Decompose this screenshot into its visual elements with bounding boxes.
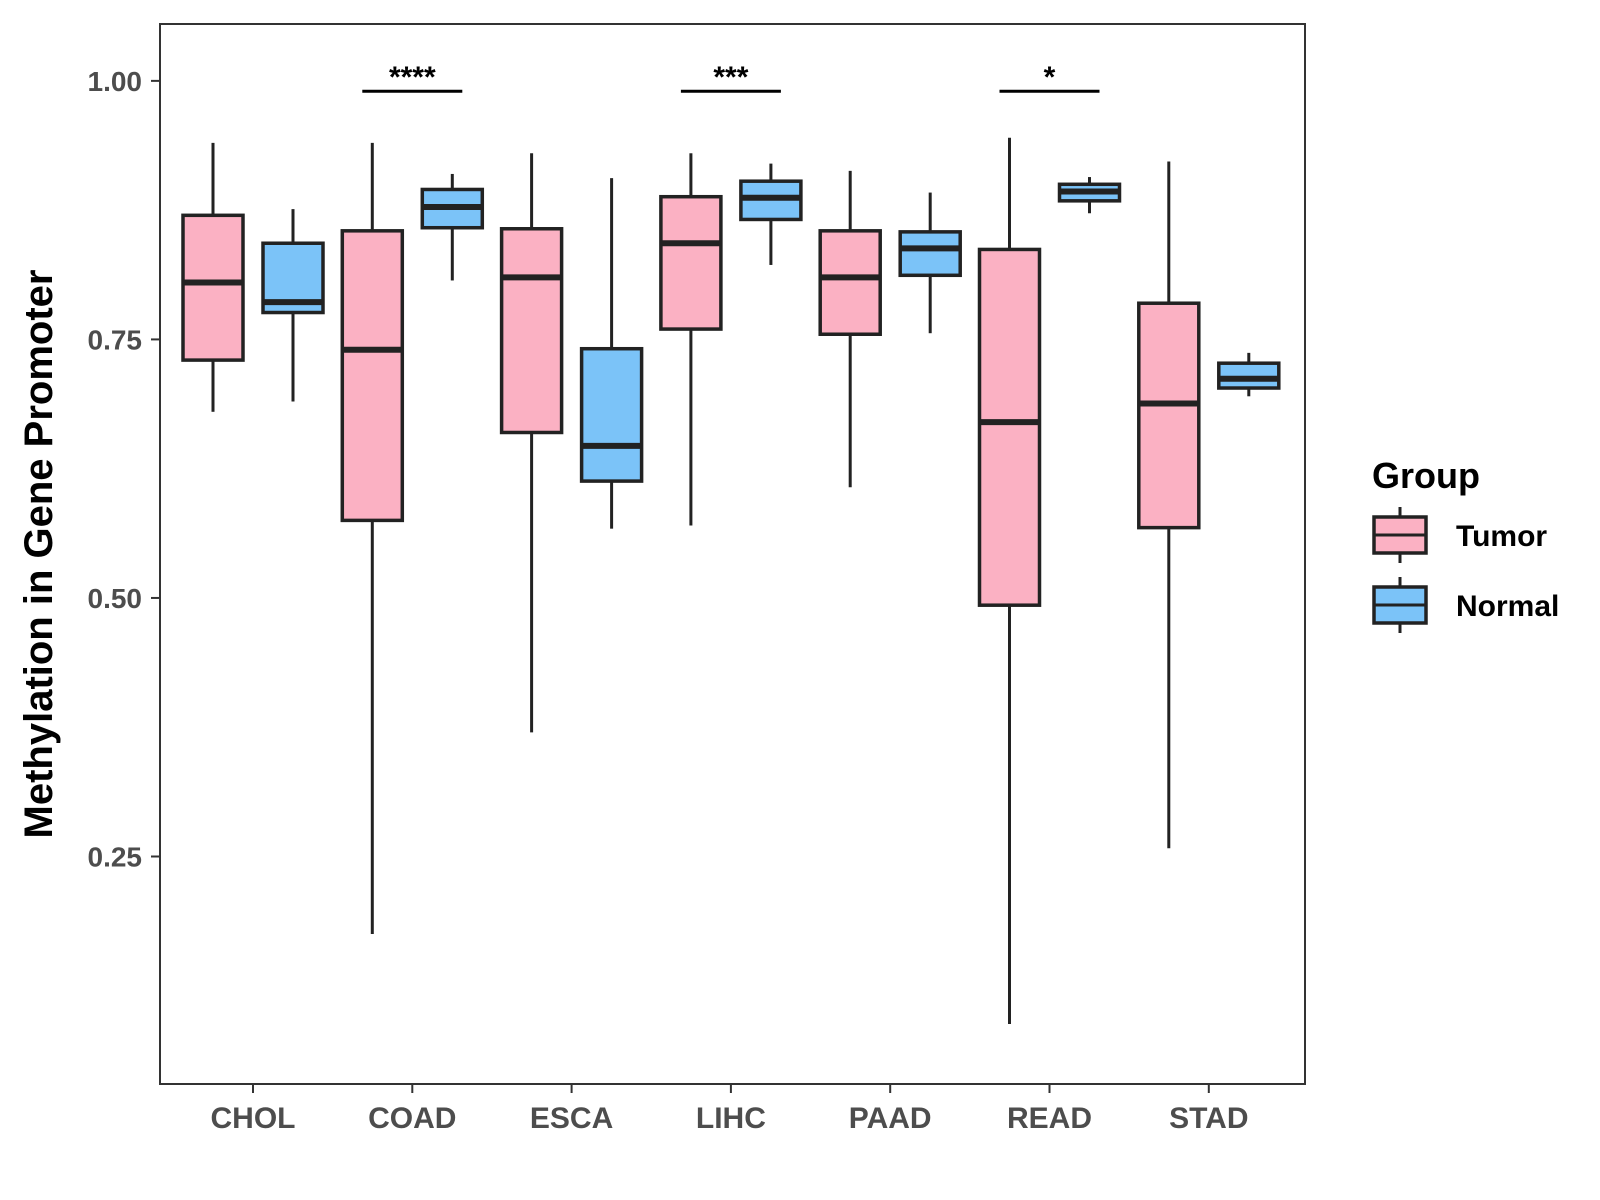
x-tick-label-read: READ — [1007, 1102, 1092, 1135]
y-tick-label: 1.00 — [88, 66, 143, 97]
legend-item-normal: Normal — [1372, 577, 1559, 633]
x-tick-label-esca: ESCA — [530, 1102, 613, 1135]
y-tick-label: 0.25 — [88, 841, 143, 872]
y-tick-label: 0.50 — [88, 583, 143, 614]
y-axis: 0.25 0.50 0.75 1.00 — [88, 66, 160, 872]
box-body — [340, 229, 405, 523]
box-layer — [181, 137, 1281, 1025]
box-normal-paad — [898, 192, 962, 334]
significance-label: **** — [389, 61, 436, 94]
y-axis-label: Methylation in Gene Promoter — [17, 270, 61, 839]
significance-label: *** — [713, 61, 748, 94]
box-tumor-paad — [818, 170, 882, 488]
box-body — [579, 346, 644, 483]
box-normal-coad — [420, 173, 485, 281]
box-body — [818, 229, 882, 336]
box-tumor-stad — [1137, 161, 1201, 849]
box-normal-read — [1057, 177, 1122, 214]
box-tumor-coad — [340, 142, 405, 935]
x-tick-label-chol: CHOL — [211, 1102, 296, 1135]
plot-panel — [159, 23, 1306, 1085]
x-tick-label-coad: COAD — [368, 1102, 456, 1135]
box-body — [1137, 301, 1201, 530]
box-normal-lihc — [739, 163, 803, 265]
x-tick-label-paad: PAAD — [849, 1102, 932, 1135]
box-body — [977, 247, 1042, 607]
x-axis: CHOL COAD ESCA LIHC PAAD READ STAD — [211, 1084, 1249, 1135]
box-normal-chol — [261, 209, 325, 402]
box-body — [898, 230, 962, 278]
significance-label: * — [1044, 61, 1056, 94]
x-tick-label-stad: STAD — [1169, 1102, 1248, 1135]
y-tick-label: 0.75 — [88, 324, 143, 355]
box-body — [1217, 361, 1281, 390]
box-body — [181, 213, 245, 362]
box-normal-esca — [579, 178, 644, 529]
box-tumor-lihc — [659, 153, 723, 526]
significance-layer: **** *** * — [362, 61, 1100, 94]
legend-label: Normal — [1456, 590, 1559, 623]
x-tick-label-lihc: LIHC — [696, 1102, 766, 1135]
box-body — [499, 227, 564, 435]
box-tumor-esca — [499, 153, 564, 733]
legend: Group Tumor Normal — [1372, 455, 1559, 633]
box-normal-stad — [1217, 352, 1281, 397]
legend-title: Group — [1372, 455, 1480, 496]
box-tumor-read — [977, 137, 1042, 1025]
box-body — [659, 194, 723, 331]
legend-item-tumor: Tumor — [1372, 507, 1547, 563]
legend-label: Tumor — [1456, 520, 1547, 553]
box-tumor-chol — [181, 142, 245, 412]
